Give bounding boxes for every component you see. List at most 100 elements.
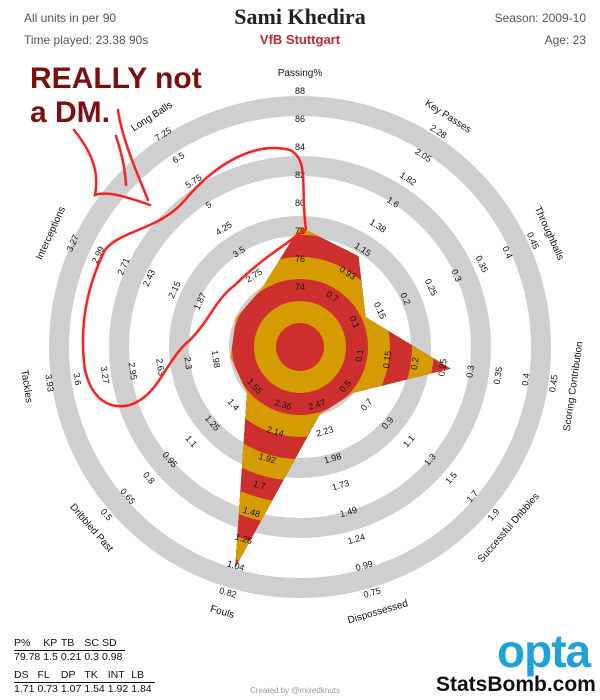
stats-header-cell: P%: [14, 637, 44, 651]
axis-label: Tackles: [18, 369, 34, 404]
annotation-line-2: a DM.: [30, 96, 111, 129]
scribble-arrow: [72, 108, 152, 207]
stats-header-cell: INT: [107, 669, 132, 683]
tick-label: 0.3: [464, 365, 476, 379]
tick-label: 0.8: [141, 470, 157, 486]
tick-label: 1.1: [401, 433, 417, 449]
axis-label: Fouls: [209, 604, 236, 621]
tick-label: 1.38: [368, 217, 388, 235]
stats-header-cell: DP: [60, 669, 85, 683]
axis-label: Interceptions: [34, 205, 68, 262]
tick-label: 0.15: [381, 350, 393, 369]
tick-label: 1.49: [339, 505, 359, 520]
stats-value-cell: 1.71: [14, 683, 35, 695]
stats-table-1: P% KP TB SC SD 79.78 1.5 0.21 0.3 0.98: [14, 637, 126, 665]
tick-label: 0.3: [449, 268, 463, 284]
tick-label: 0.35: [474, 254, 490, 274]
stats-value-row-2: 1.71 0.73 1.07 1.54 1.92 1.84: [14, 683, 155, 697]
stats-value-cell: 79.78: [14, 651, 41, 663]
tick-label: 1.1: [183, 433, 199, 449]
tick-label: 1.24: [347, 532, 367, 547]
tick-label: 1.04: [226, 558, 246, 573]
tick-label: 3.6: [71, 372, 83, 386]
tick-label: 2.47: [307, 397, 327, 412]
tick-label: 1.98: [210, 350, 222, 369]
tick-label: 3.93: [43, 374, 55, 393]
tick-label: 0.2: [409, 357, 421, 371]
chart-title: Sami Khedira: [234, 4, 366, 29]
tick-label: 0.1: [354, 349, 366, 363]
stats-value-cell: 1.84: [131, 683, 152, 695]
tick-label: 0.7: [359, 397, 375, 413]
tick-label: 1.73: [331, 478, 351, 493]
tick-label: 0.82: [218, 585, 238, 600]
stats-header-cell: FL: [37, 669, 61, 683]
annotation-line-1: REALLY not: [30, 62, 202, 95]
stats-value-cell: 0.21: [60, 651, 82, 663]
stats-header-row-2: DS FL DP TK INT LB: [14, 669, 155, 683]
tick-label: 5: [204, 199, 214, 210]
tick-label: 3.27: [99, 366, 111, 385]
axis-label: Dispossessed: [346, 598, 409, 626]
tick-label: 0.45: [547, 374, 559, 393]
stats-value-cell: 1.54: [84, 683, 105, 695]
tick-label: 86: [295, 114, 305, 124]
brand-link[interactable]: StatsBomb.com: [436, 673, 596, 696]
stats-header-cell: DS: [14, 669, 38, 683]
tick-label: 0.2: [398, 291, 412, 307]
units-note: All units in per 90: [24, 11, 117, 25]
axis-label: Throughballs: [532, 205, 566, 262]
time-played: Time played: 23.38 90s: [24, 33, 149, 47]
tick-label: 0.99: [354, 558, 374, 573]
tick-label: 0.1: [347, 314, 361, 330]
stats-value-row-1: 79.78 1.5 0.21 0.3 0.98: [14, 651, 125, 665]
tick-label: 0.15: [372, 300, 388, 320]
tick-label: 80: [295, 198, 305, 208]
tick-label: 88: [295, 86, 305, 96]
stats-header-row-1: P% KP TB SC SD: [14, 637, 126, 651]
stats-value-cell: 0.98: [101, 651, 123, 663]
scribble-outline: [81, 146, 308, 408]
stats-value-cell: 1.92: [107, 683, 129, 695]
tick-label: 4.25: [214, 219, 234, 237]
tick-label: 0.4: [520, 373, 532, 387]
tick-label: 78: [295, 226, 305, 236]
polygon-band: [276, 323, 324, 371]
stats-value-cell: 0.73: [37, 683, 58, 695]
tick-label: 76: [295, 254, 305, 264]
ring: [109, 156, 491, 538]
tick-label: 82: [295, 170, 305, 180]
tick-label: 2.3: [182, 356, 194, 370]
tick-label: 0.4: [500, 245, 514, 261]
tick-label: 0.35: [492, 366, 504, 385]
tick-label: 1.7: [252, 479, 267, 492]
team-name: VfB Stuttgart: [259, 32, 341, 47]
age: Age: 23: [544, 33, 586, 47]
stats-header-cell: SC: [84, 637, 102, 651]
season: Season: 2009-10: [494, 11, 586, 25]
stats-header-cell: KP: [43, 637, 61, 651]
tick-label: 0.25: [436, 358, 448, 377]
stats-header-cell: SD: [101, 637, 126, 651]
tick-label: 2.14: [265, 424, 285, 439]
tick-label: 2.95: [127, 362, 139, 381]
ring: [169, 216, 431, 478]
tick-label: 1.4: [226, 397, 242, 413]
tick-label: 1.5: [443, 470, 459, 486]
stats-header-cell: LB: [131, 669, 155, 683]
tick-label: 74: [295, 282, 305, 292]
tick-label: 0.75: [362, 585, 382, 600]
tick-label: 1.26: [234, 532, 254, 547]
tick-label: 1.92: [257, 451, 277, 466]
tick-label: 0.25: [423, 277, 439, 297]
axis-label: Passing%: [278, 68, 323, 79]
axis-label: Scoring Contribution: [562, 341, 586, 432]
stats-value-cell: 0.3: [84, 651, 99, 663]
tick-label: 1.98: [323, 451, 343, 466]
stats-value-cell: 1.5: [43, 651, 58, 663]
stats-header-cell: TK: [84, 669, 108, 683]
handwritten-annotation: REALLY not a DM.: [30, 62, 202, 130]
stats-value-cell: 1.07: [60, 683, 82, 695]
tick-label: 2.23: [315, 424, 335, 439]
tick-label: 1.48: [242, 505, 262, 520]
